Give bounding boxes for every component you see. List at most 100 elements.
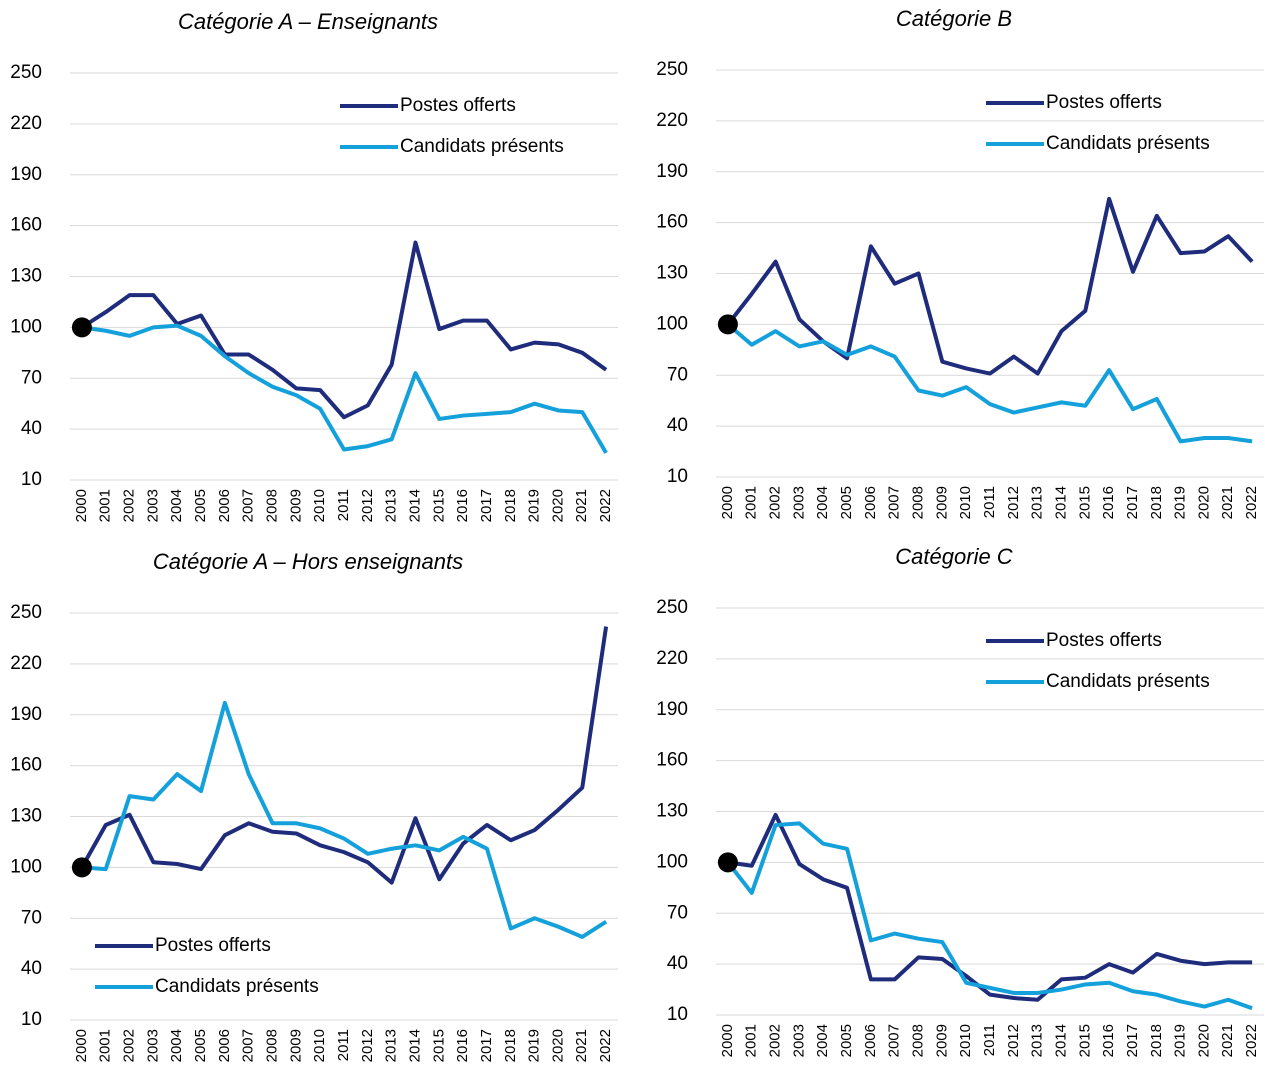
- y-tick-label: 70: [667, 902, 688, 923]
- x-tick-label: 2005: [192, 1029, 209, 1062]
- y-tick-label: 250: [10, 602, 42, 623]
- y-tick-label: 160: [656, 212, 688, 233]
- y-tick-label: 130: [656, 263, 688, 284]
- panel: Catégorie B 10 40 70 100 130 160 190 220 250 2000 2…: [656, 6, 1264, 519]
- series-line: [726, 821, 1253, 1011]
- x-tick-label: 2001: [97, 1029, 114, 1062]
- x-tick-label: 2008: [909, 1024, 926, 1057]
- x-tick-label: 2018: [1148, 486, 1165, 519]
- y-tick-label: 190: [10, 164, 42, 185]
- x-tick-label: 2017: [478, 489, 495, 522]
- x-tick-label: 2002: [121, 1029, 138, 1062]
- y-tick-label: 10: [21, 469, 42, 490]
- x-tick-label: 2013: [1029, 486, 1046, 519]
- x-tick-label: 2010: [957, 1024, 974, 1057]
- y-tick-label: 10: [667, 466, 688, 487]
- x-tick-label: 2007: [886, 1024, 903, 1057]
- x-tick-label: 2005: [838, 486, 855, 519]
- x-tick-label: 2005: [192, 489, 209, 522]
- x-tick-label: 2014: [406, 1029, 423, 1062]
- x-tick-label: 2022: [597, 1029, 614, 1062]
- y-tick-label: 130: [10, 266, 42, 287]
- legend-label: Postes offerts: [1046, 630, 1162, 651]
- x-tick-label: 2010: [311, 489, 328, 522]
- series-line: [81, 323, 608, 454]
- y-tick-label: 70: [21, 907, 42, 928]
- x-tick-label: 2009: [287, 489, 304, 522]
- x-tick-label: 2006: [216, 489, 233, 522]
- x-tick-label: 2004: [168, 1029, 185, 1062]
- y-tick-label: 130: [10, 806, 42, 827]
- x-tick-label: 2012: [359, 1029, 376, 1062]
- x-tick-label: 2011: [335, 1029, 352, 1061]
- x-tick-label: 2015: [430, 1029, 447, 1062]
- y-tick-label: 40: [21, 958, 42, 979]
- base-marker: [71, 317, 92, 338]
- x-tick-label: 2021: [1219, 1024, 1236, 1057]
- x-tick-label: 2009: [287, 1029, 304, 1062]
- x-tick-label: 2018: [1148, 1024, 1165, 1057]
- x-tick-label: 2016: [454, 489, 471, 522]
- chart-title: Catégorie A – Enseignants: [178, 9, 438, 34]
- x-tick-label: 2015: [430, 489, 447, 522]
- y-tick-label: 100: [656, 851, 688, 872]
- x-tick-label: 2001: [97, 489, 114, 522]
- x-tick-label: 2010: [311, 1029, 328, 1062]
- x-tick-label: 2007: [240, 1029, 257, 1062]
- x-tick-label: 2018: [502, 489, 519, 522]
- x-tick-label: 2011: [335, 489, 352, 521]
- series-line: [726, 196, 1254, 376]
- x-tick-label: 2000: [73, 489, 90, 522]
- x-tick-label: 2004: [168, 489, 185, 522]
- y-tick-label: 100: [10, 856, 42, 877]
- x-tick-label: 2013: [383, 489, 400, 522]
- x-tick-label: 2021: [573, 1029, 590, 1062]
- x-tick-label: 2017: [1124, 1024, 1141, 1057]
- x-tick-label: 2006: [862, 1024, 879, 1057]
- y-tick-label: 160: [656, 750, 688, 771]
- x-tick-label: 2021: [1219, 486, 1236, 519]
- y-tick-label: 40: [21, 418, 42, 439]
- x-tick-label: 2012: [359, 489, 376, 522]
- x-tick-label: 2012: [1005, 1024, 1022, 1057]
- x-tick-label: 2004: [814, 1024, 831, 1057]
- base-marker: [717, 852, 738, 873]
- y-tick-label: 160: [10, 755, 42, 776]
- x-tick-label: 2003: [790, 486, 807, 519]
- legend-label: Postes offerts: [1046, 92, 1162, 113]
- y-tick-label: 130: [656, 801, 688, 822]
- x-tick-label: 2014: [1052, 1024, 1069, 1057]
- legend-label: Postes offerts: [400, 95, 516, 116]
- x-tick-label: 2016: [1100, 486, 1117, 519]
- y-tick-label: 250: [656, 597, 688, 618]
- x-tick-label: 2008: [909, 486, 926, 519]
- x-tick-label: 2007: [886, 486, 903, 519]
- base-marker: [71, 857, 92, 878]
- x-tick-label: 2021: [573, 489, 590, 522]
- x-tick-label: 2017: [478, 1029, 495, 1062]
- x-tick-label: 2005: [838, 1024, 855, 1057]
- panel: Catégorie A – Enseignants 10 40 70 100 130 160…: [10, 9, 618, 522]
- y-tick-label: 220: [10, 113, 42, 134]
- y-tick-label: 250: [656, 59, 688, 80]
- x-tick-label: 2019: [1172, 1024, 1189, 1057]
- x-tick-label: 2020: [549, 489, 566, 522]
- x-tick-label: 2019: [526, 489, 543, 522]
- x-tick-label: 2022: [597, 489, 614, 522]
- y-tick-label: 160: [10, 215, 42, 236]
- x-tick-label: 2022: [1243, 486, 1260, 519]
- x-tick-label: 2003: [144, 1029, 161, 1062]
- x-tick-label: 2008: [263, 1029, 280, 1062]
- x-tick-label: 2014: [1052, 486, 1069, 519]
- y-tick-label: 70: [21, 367, 42, 388]
- y-tick-label: 10: [21, 1009, 42, 1030]
- x-tick-label: 2002: [767, 486, 784, 519]
- base-marker: [717, 314, 738, 335]
- x-tick-label: 2014: [406, 489, 423, 522]
- x-tick-label: 2013: [383, 1029, 400, 1062]
- y-tick-label: 220: [656, 648, 688, 669]
- x-tick-label: 2000: [719, 486, 736, 519]
- y-tick-label: 70: [667, 364, 688, 385]
- y-tick-label: 220: [656, 110, 688, 131]
